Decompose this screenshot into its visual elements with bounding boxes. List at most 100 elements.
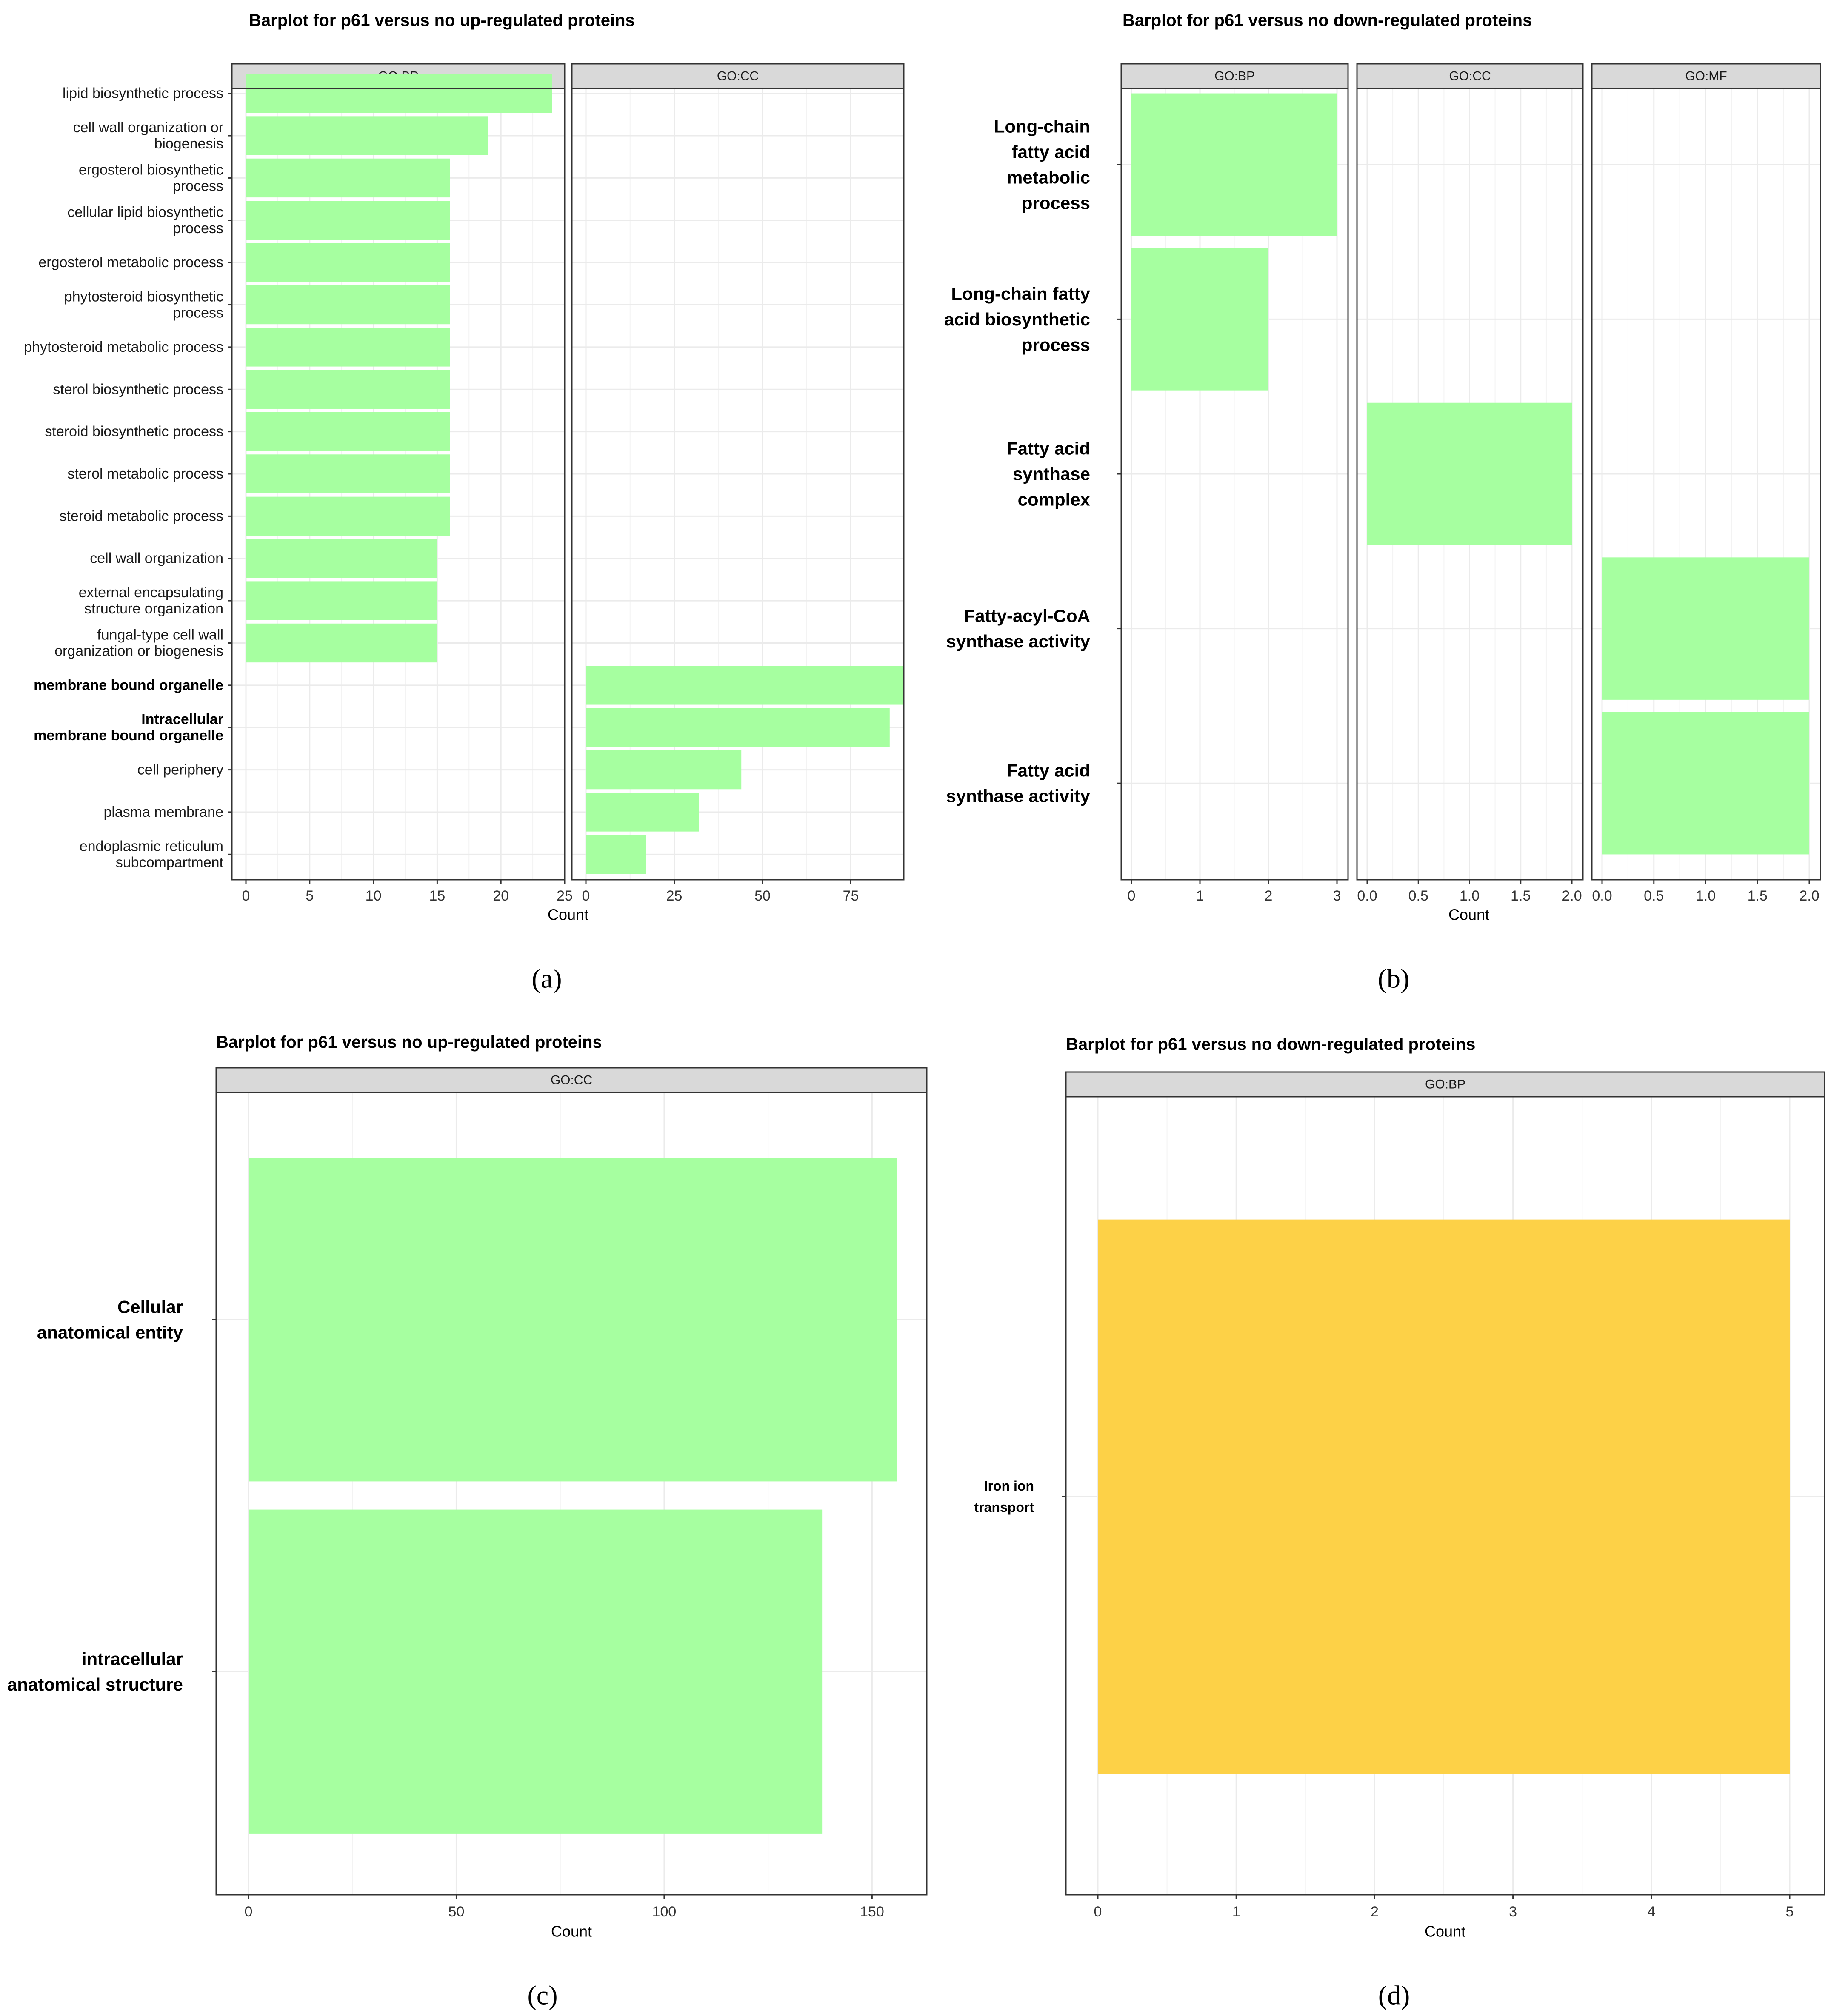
chart-title: Barplot for p61 versus no up-regulated p… <box>216 1033 602 1052</box>
category-label-line: complex <box>1018 490 1091 510</box>
category-label-line: process <box>1022 335 1090 355</box>
facet-strip <box>215 1067 928 1093</box>
category-label: phytosteroid metabolic process <box>24 339 223 355</box>
x-tick-label: 0 <box>245 1904 253 1920</box>
facet-strip-label: GO:BP <box>1425 1078 1465 1092</box>
bar <box>586 793 699 832</box>
category-label-line: anatomical entity <box>37 1322 183 1342</box>
category-label: Long-chain fatty acid biosynthetic process <box>944 284 1091 355</box>
bar <box>1131 93 1337 236</box>
category-label-line: synthase <box>1013 464 1090 484</box>
chart-title: Barplot for p61 versus no up-regulated p… <box>249 11 635 30</box>
x-tick-label: 3 <box>1333 888 1341 904</box>
category-label: cell periphery <box>137 762 223 778</box>
category-label-line: membrane bound organelle <box>34 677 223 693</box>
bar <box>249 1509 823 1834</box>
bar <box>246 370 450 409</box>
facet-go-cc: GO:CC 0 50 100 150 <box>215 1067 928 1920</box>
facet-go-bp: GO:BP0510152025 <box>231 63 573 904</box>
x-axis-title: Count <box>551 1923 592 1940</box>
category-label-line: cell wall organization <box>90 550 223 567</box>
x-tick-label: 0 <box>1094 1904 1102 1920</box>
bar <box>1602 712 1809 855</box>
x-tick-label: 0 <box>1128 888 1136 904</box>
x-tick-label: 0.0 <box>1592 888 1612 904</box>
category-label-line: steroid metabolic process <box>59 508 223 524</box>
bar <box>246 285 450 325</box>
bar <box>586 835 646 874</box>
x-tick-label: 50 <box>754 888 771 904</box>
x-tick-label: 5 <box>306 888 314 904</box>
category-label-line: process <box>173 220 223 237</box>
x-axis-title: Count <box>548 906 588 924</box>
bar <box>246 74 552 113</box>
bar <box>246 243 450 282</box>
x-tick-label: 15 <box>429 888 445 904</box>
category-label-line: cell periphery <box>137 762 223 778</box>
category-label-line: fatty acid <box>1012 142 1090 162</box>
category-label: intracellular anatomical structure <box>7 1649 183 1694</box>
x-tick-label: 20 <box>493 888 509 904</box>
category-label-line: external encapsulating <box>79 585 223 601</box>
bar <box>246 116 488 155</box>
bar <box>246 454 450 493</box>
x-tick-label: 3 <box>1509 1904 1517 1920</box>
bar <box>246 412 450 451</box>
x-tick-label: 1.0 <box>1460 888 1480 904</box>
category-label-line: ergosterol biosynthetic <box>79 162 223 178</box>
category-label-line: process <box>173 178 223 194</box>
bar <box>1098 1219 1790 1774</box>
category-label-line: synthase activity <box>946 631 1090 651</box>
category-label: Fatty acid synthase complex <box>1007 439 1091 510</box>
category-label-line: ergosterol metabolic process <box>38 254 223 271</box>
subfigure-label: (a) <box>531 964 562 994</box>
panel-border <box>571 88 905 881</box>
bar <box>1602 557 1809 700</box>
facet-strip-label: GO:CC <box>717 69 759 83</box>
category-label: membrane bound organelle <box>34 677 223 693</box>
category-label-line: sterol metabolic process <box>67 466 223 482</box>
category-label: sterol biosynthetic process <box>53 381 223 397</box>
category-label-line: anatomical structure <box>7 1674 183 1694</box>
bar <box>586 708 890 747</box>
x-tick-label: 1 <box>1196 888 1204 904</box>
category-label: cell wall organization <box>90 550 223 567</box>
bar <box>586 666 904 705</box>
category-label-line: cell wall organization or <box>73 120 223 136</box>
bar <box>246 539 437 578</box>
category-label-line: membrane bound organelle <box>34 727 223 744</box>
category-label: steroid biosynthetic process <box>45 424 223 440</box>
x-tick-label: 1 <box>1232 1904 1240 1920</box>
category-label-line: endoplasmic reticulum <box>80 838 223 854</box>
x-axis-title: Count <box>1425 1923 1465 1940</box>
x-tick-label: 25 <box>666 888 683 904</box>
chart-b: Barplot for p61 versus no down-regulated… <box>944 11 1821 994</box>
category-label-line: Cellular <box>117 1297 183 1317</box>
facet-strip <box>1591 63 1821 89</box>
facet-strip <box>571 63 905 89</box>
category-label-line: Iron ion <box>984 1478 1034 1494</box>
category-label-line: sterol biosynthetic process <box>53 381 223 397</box>
panel-border <box>231 88 566 881</box>
category-label-line: organization or biogenesis <box>54 643 223 659</box>
x-tick-label: 0.0 <box>1357 888 1377 904</box>
bar <box>246 581 437 620</box>
x-tick-label: 1.5 <box>1511 888 1531 904</box>
bar <box>1131 248 1268 391</box>
chart-d: Barplot for p61 versus no down-regulated… <box>974 1035 1825 2010</box>
category-label-line: process <box>173 305 223 321</box>
x-tick-label: 0.5 <box>1644 888 1664 904</box>
category-label-line: synthase activity <box>946 786 1090 806</box>
x-tick-label: 2 <box>1265 888 1273 904</box>
facet-strip-label: GO:CC <box>551 1073 592 1087</box>
category-label: Long-chain fatty acid metabolic process <box>994 116 1090 213</box>
category-label: Cellular anatomical entity <box>37 1297 183 1342</box>
category-label-line: process <box>1022 193 1090 213</box>
facet-go-bp: GO:BP 0 1 2 3 <box>1120 63 1349 904</box>
facet-go-cc: GO:CC 0.0 0.5 1.0 1.5 2.0 <box>1356 63 1584 904</box>
x-tick-label: 1.0 <box>1696 888 1716 904</box>
